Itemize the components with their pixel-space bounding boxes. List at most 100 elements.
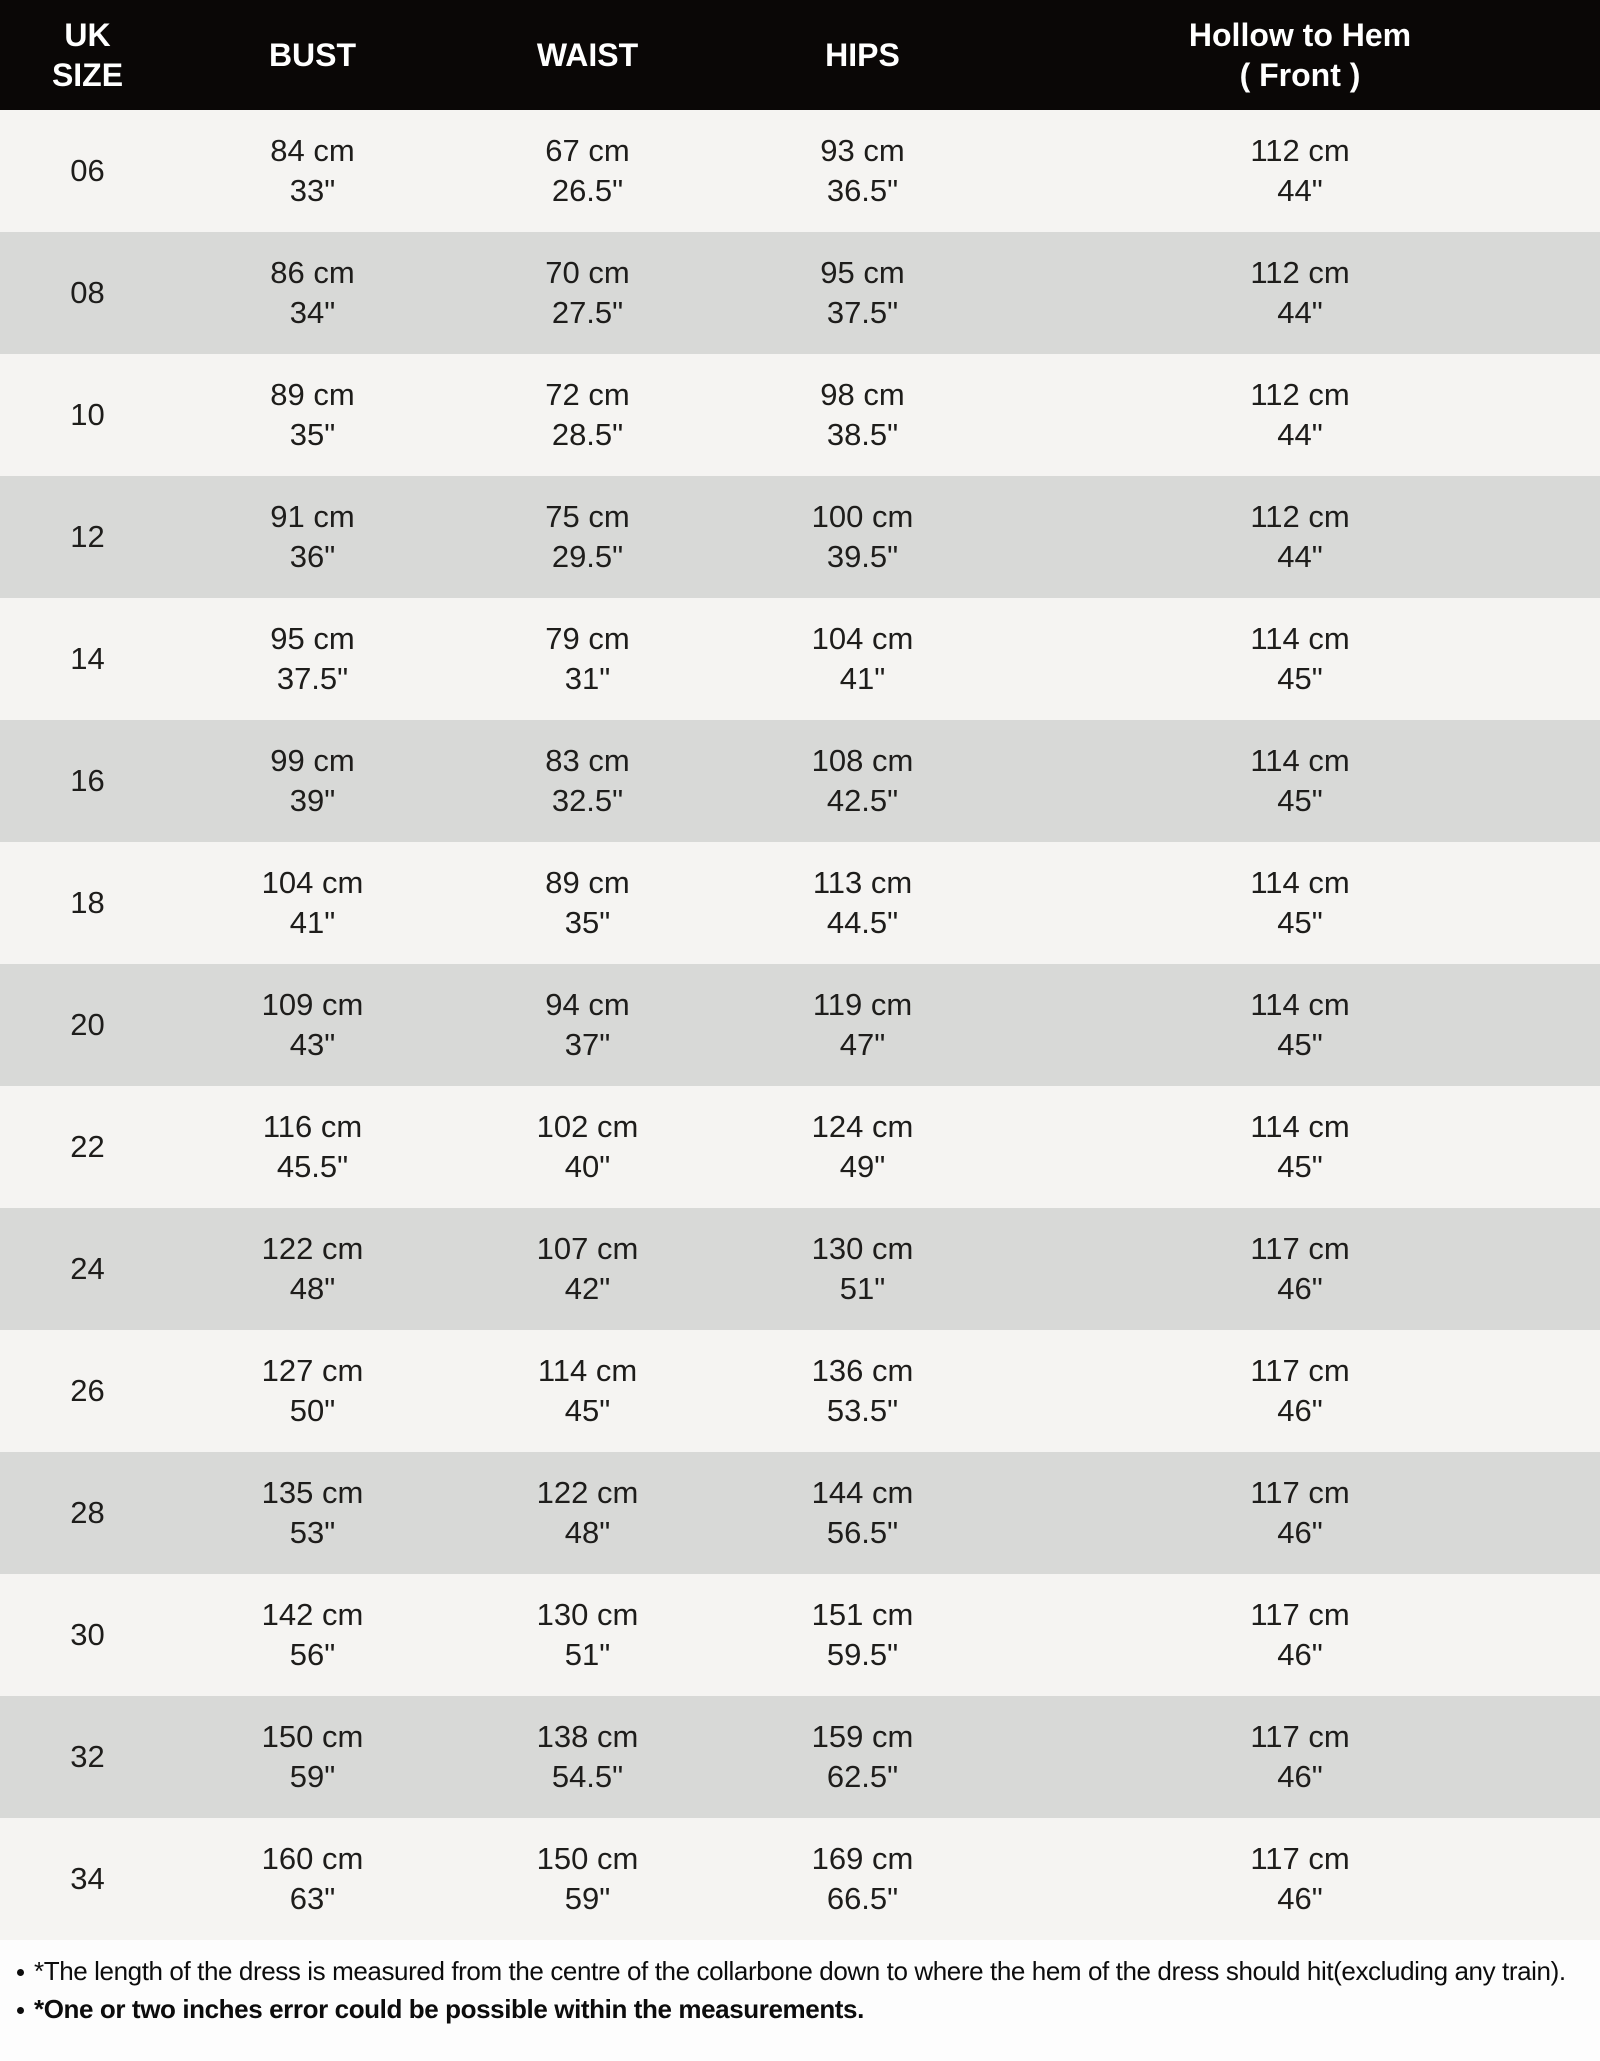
cell-value: 45" — [1277, 1027, 1323, 1062]
cell-value: 34 — [70, 1861, 105, 1896]
cell-value: 56" — [289, 1637, 336, 1672]
column-header-line: WAIST — [536, 37, 639, 73]
size-table-head: UK SIZE BUST WAIST HIPS Hollow to Hem ( Front … — [0, 0, 1600, 110]
size-cell: 24 — [0, 1208, 175, 1330]
cell-value: 22 — [70, 1129, 105, 1164]
hips-cell: 169 cm 66.5" — [725, 1818, 1000, 1940]
cell-value: 44" — [1277, 539, 1323, 574]
cell-value: 30 — [70, 1617, 105, 1652]
bust-cell: 91 cm 36" — [175, 476, 450, 598]
cell-value: 138 cm — [536, 1719, 639, 1754]
size-cell: 10 — [0, 354, 175, 476]
cell-value: 114 cm — [1250, 1109, 1350, 1144]
cell-value: 37.5" — [276, 661, 349, 696]
cell-value: 136 cm — [811, 1353, 914, 1388]
waist-cell: 79 cm 31" — [450, 598, 725, 720]
cell-value: 46" — [1277, 1393, 1323, 1428]
cell-value: 112 cm — [1250, 499, 1350, 534]
cell-value: 45" — [1277, 1149, 1323, 1184]
size-row-34: 34 160 cm 63" 150 cm 59" 169 cm 66.5" 117 cm 46" — [0, 1818, 1600, 1940]
header-row: UK SIZE BUST WAIST HIPS Hollow to Hem ( Front … — [0, 0, 1600, 110]
cell-value: 124 cm — [811, 1109, 914, 1144]
cell-value: 41" — [289, 905, 336, 940]
cell-value: 104 cm — [261, 865, 364, 900]
cell-value: 08 — [70, 275, 105, 310]
bust-cell: 160 cm 63" — [175, 1818, 450, 1940]
cell-value: 37" — [564, 1027, 611, 1062]
size-cell: 16 — [0, 720, 175, 842]
waist-cell: 122 cm 48" — [450, 1452, 725, 1574]
cell-value: 45" — [564, 1393, 611, 1428]
cell-value: 44" — [1277, 295, 1323, 330]
cell-value: 119 cm — [812, 987, 913, 1022]
waist-cell: 114 cm 45" — [450, 1330, 725, 1452]
waist-cell: 107 cm 42" — [450, 1208, 725, 1330]
cell-value: 116 cm — [262, 1109, 363, 1144]
hollow-cell: 117 cm 46" — [1000, 1208, 1600, 1330]
cell-value: 67 cm — [545, 133, 630, 168]
hollow-cell: 117 cm 46" — [1000, 1452, 1600, 1574]
cell-value: 53.5" — [826, 1393, 899, 1428]
cell-value: 46" — [1277, 1515, 1323, 1550]
waist-cell: 72 cm 28.5" — [450, 354, 725, 476]
cell-value: 114 cm — [537, 1353, 638, 1388]
bust-cell: 142 cm 56" — [175, 1574, 450, 1696]
cell-value: 75 cm — [545, 499, 630, 534]
size-row-12: 12 91 cm 36" 75 cm 29.5" 100 cm 39.5" 112 cm 44" — [0, 476, 1600, 598]
cell-value: 102 cm — [536, 1109, 639, 1144]
footnote-length: *The length of the dress is measured fro… — [8, 1952, 1584, 1990]
cell-value: 108 cm — [811, 743, 914, 778]
cell-value: 47" — [839, 1027, 886, 1062]
hips-cell: 119 cm 47" — [725, 964, 1000, 1086]
size-row-06: 06 84 cm 33" 67 cm 26.5" 93 cm 36.5" 112 cm 44" — [0, 110, 1600, 232]
column-header-size: UK SIZE — [0, 0, 175, 110]
size-row-20: 20 109 cm 43" 94 cm 37" 119 cm 47" 114 cm 45" — [0, 964, 1600, 1086]
cell-value: 109 cm — [261, 987, 364, 1022]
size-cell: 28 — [0, 1452, 175, 1574]
size-row-22: 22 116 cm 45.5" 102 cm 40" 124 cm 49" 114 cm 45" — [0, 1086, 1600, 1208]
hollow-cell: 117 cm 46" — [1000, 1818, 1600, 1940]
cell-value: 62.5" — [826, 1759, 899, 1794]
bust-cell: 127 cm 50" — [175, 1330, 450, 1452]
bullet-icon — [17, 2007, 24, 2014]
cell-value: 26.5" — [551, 173, 624, 208]
bust-cell: 86 cm 34" — [175, 232, 450, 354]
column-header-hollow: Hollow to Hem ( Front ) — [1000, 0, 1600, 110]
footnote-text: *The length of the dress is measured fro… — [34, 1956, 1566, 1986]
cell-value: 107 cm — [536, 1231, 639, 1266]
cell-value: 12 — [70, 519, 105, 554]
hips-cell: 113 cm 44.5" — [725, 842, 1000, 964]
hips-cell: 95 cm 37.5" — [725, 232, 1000, 354]
hollow-cell: 112 cm 44" — [1000, 110, 1600, 232]
cell-value: 151 cm — [811, 1597, 914, 1632]
cell-value: 51" — [564, 1637, 611, 1672]
cell-value: 130 cm — [811, 1231, 914, 1266]
size-table-body: 06 84 cm 33" 67 cm 26.5" 93 cm 36.5" 112 cm 44" 0… — [0, 110, 1600, 1940]
cell-value: 117 cm — [1250, 1597, 1350, 1632]
cell-value: 26 — [70, 1373, 105, 1408]
cell-value: 59" — [564, 1881, 611, 1916]
cell-value: 20 — [70, 1007, 105, 1042]
cell-value: 117 cm — [1250, 1353, 1350, 1388]
hollow-cell: 112 cm 44" — [1000, 232, 1600, 354]
size-table: UK SIZE BUST WAIST HIPS Hollow to Hem ( Front … — [0, 0, 1600, 1940]
cell-value: 44" — [1277, 173, 1323, 208]
hollow-cell: 117 cm 46" — [1000, 1574, 1600, 1696]
cell-value: 49" — [839, 1149, 886, 1184]
bust-cell: 122 cm 48" — [175, 1208, 450, 1330]
waist-cell: 70 cm 27.5" — [450, 232, 725, 354]
cell-value: 117 cm — [1250, 1719, 1350, 1754]
cell-value: 99 cm — [270, 743, 355, 778]
waist-cell: 138 cm 54.5" — [450, 1696, 725, 1818]
cell-value: 112 cm — [1250, 133, 1350, 168]
cell-value: 43" — [289, 1027, 336, 1062]
cell-value: 45" — [1277, 783, 1323, 818]
hollow-cell: 114 cm 45" — [1000, 598, 1600, 720]
cell-value: 114 cm — [1250, 987, 1350, 1022]
cell-value: 45" — [1277, 905, 1323, 940]
hips-cell: 130 cm 51" — [725, 1208, 1000, 1330]
cell-value: 93 cm — [820, 133, 905, 168]
cell-value: 28 — [70, 1495, 105, 1530]
cell-value: 35" — [564, 905, 611, 940]
